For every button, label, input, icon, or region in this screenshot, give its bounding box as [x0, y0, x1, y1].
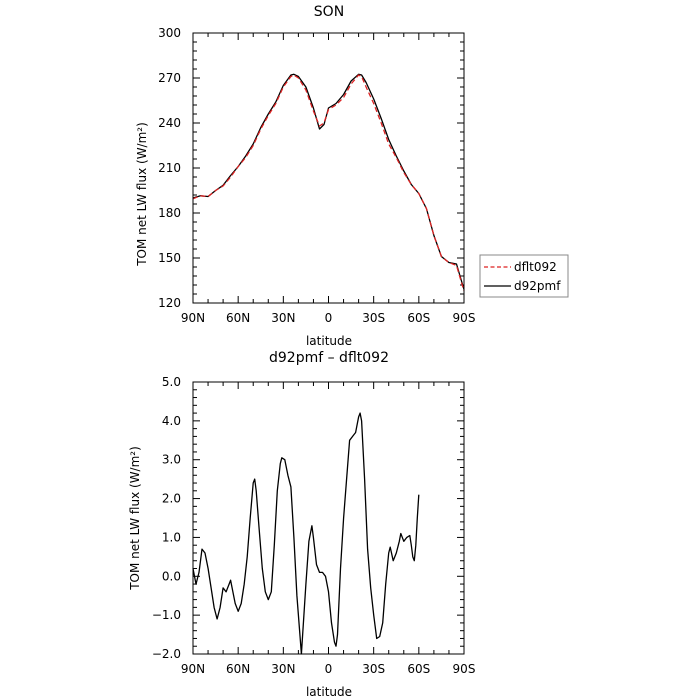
y-tick-label: 120 — [158, 296, 181, 310]
legend-label-d92pmf: d92pmf — [514, 279, 561, 293]
top-chart-legend: dflt092 d92pmf — [479, 254, 569, 298]
bottom-chart-series — [192, 412, 420, 655]
legend-label-dflt092: dflt092 — [514, 260, 557, 274]
bottom-chart-title: d92pmf – dflt092 — [269, 350, 389, 366]
top-chart-xlabel: latitude — [306, 334, 352, 348]
legend-box — [479, 254, 569, 298]
y-tick-label: 4.0 — [162, 414, 181, 428]
top-chart-ylabel: TOM net LW flux (W/m²) — [135, 122, 149, 267]
x-tick-label: 30S — [362, 662, 385, 676]
y-tick-label: 5.0 — [162, 375, 181, 389]
bottom-chart-xlabel: latitude — [306, 685, 352, 699]
y-tick-label: 1.0 — [162, 530, 181, 544]
y-tick-label: 180 — [158, 206, 181, 220]
series-line-dflt092 — [192, 74, 465, 292]
y-tick-label: 300 — [158, 26, 181, 40]
x-tick-label: 0 — [325, 311, 333, 325]
x-tick-label: 30N — [271, 311, 295, 325]
x-tick-label: 90N — [181, 662, 205, 676]
top-chart-tick-labels: 90N 60N 30N 0 30S 60S 90S 120 150 180 210 240 270 300 — [158, 26, 475, 325]
top-chart: SON 90N 60N 30N 0 30S 60S 90S 120 150 180 210 240 27… — [135, 4, 569, 348]
y-tick-label: 150 — [158, 251, 181, 265]
y-tick-label: 2.0 — [162, 492, 181, 506]
y-tick-label: −1.0 — [152, 608, 181, 622]
x-tick-label: 0 — [325, 662, 333, 676]
x-tick-label: 60S — [407, 662, 430, 676]
y-tick-label: 210 — [158, 161, 181, 175]
y-tick-label: 240 — [158, 116, 181, 130]
x-tick-label: 30N — [271, 662, 295, 676]
x-tick-label: 60N — [226, 662, 250, 676]
top-chart-title: SON — [314, 4, 344, 20]
series-line-d92pmf — [192, 73, 465, 290]
y-tick-label: 0.0 — [162, 569, 181, 583]
top-chart-series — [192, 73, 465, 292]
bottom-chart-tick-labels: 90N 60N 30N 0 30S 60S 90S −2.0 −1.0 0.0 1.0 2.0 3.0 4… — [152, 375, 476, 676]
y-tick-label: 270 — [158, 71, 181, 85]
bottom-chart: d92pmf – dflt092 90N 60N 30N 0 30S 60S 90S −2.0… — [128, 350, 475, 699]
x-tick-label: 30S — [362, 311, 385, 325]
top-plot-frame — [192, 32, 465, 304]
y-tick-label: 3.0 — [162, 453, 181, 467]
x-tick-label: 90S — [453, 311, 476, 325]
x-tick-label: 60S — [407, 311, 430, 325]
bottom-plot-frame — [192, 381, 465, 655]
bottom-chart-ticks — [192, 381, 465, 655]
x-tick-label: 60N — [226, 311, 250, 325]
x-tick-label: 90S — [453, 662, 476, 676]
series-line-series-0 — [192, 412, 420, 655]
y-tick-label: −2.0 — [152, 647, 181, 661]
bottom-chart-ylabel: TOM net LW flux (W/m²) — [128, 446, 142, 591]
top-chart-ticks — [192, 32, 465, 304]
x-tick-label: 90N — [181, 311, 205, 325]
